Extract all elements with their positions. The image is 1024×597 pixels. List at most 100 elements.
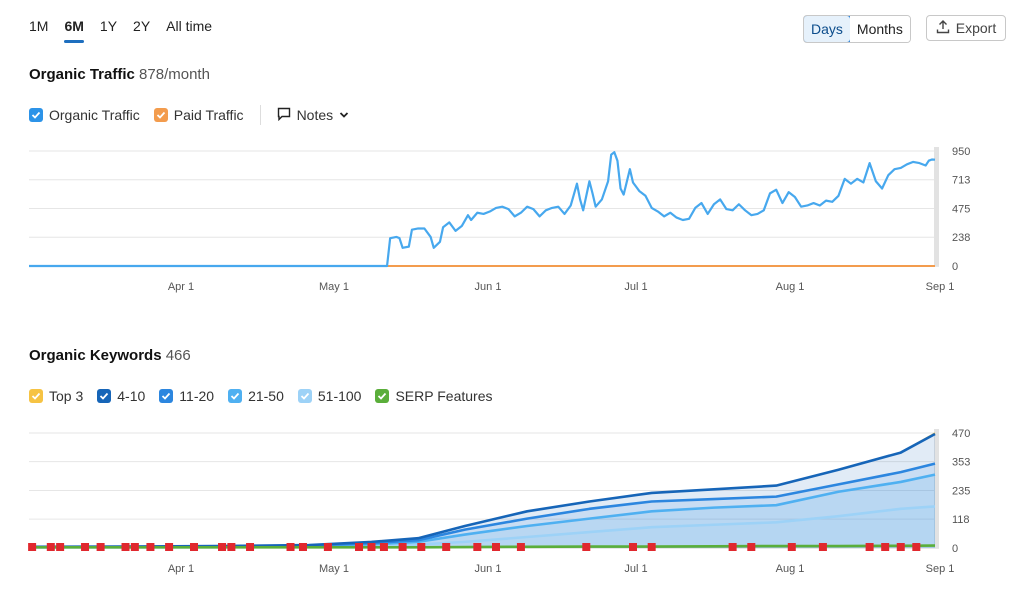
checkbox-icon <box>159 389 174 403</box>
note-flag-icon <box>96 543 105 551</box>
organic-keywords-chart: 0 118 235 353 470 Apr 1 May 1 Jun 1 Jul 1 Aug 1 Se… <box>28 428 970 575</box>
tab-6m[interactable]: 6M <box>64 18 85 43</box>
keywords-legend: Top 3 4-10 11-20 21-50 51-100 SERP Featu… <box>29 388 506 404</box>
note-flag-icon <box>417 543 426 551</box>
x-tick-label: Jun 1 <box>475 563 502 575</box>
tab-1m[interactable]: 1M <box>29 18 49 34</box>
y-tick-label: 353 <box>952 457 970 469</box>
checkbox-icon <box>29 108 43 122</box>
note-flag-icon <box>227 543 236 551</box>
organic-traffic-value: 878/month <box>139 66 210 83</box>
organic-traffic-line <box>29 151 936 268</box>
area-11-20 <box>29 463 935 548</box>
organic-keywords-title: Organic Keywords 466 <box>29 347 191 364</box>
time-range-tabs: 1M 6M 1Y 2Y All time <box>29 18 228 43</box>
note-flag-icon <box>56 543 65 551</box>
chevron-down-icon <box>339 107 349 123</box>
note-flag-icon <box>516 543 525 551</box>
area-21-50 <box>29 474 935 548</box>
x-tick-label: May 1 <box>319 281 349 293</box>
note-flag-icon <box>367 543 376 551</box>
chart-end-bar <box>934 147 939 266</box>
y-tick-label: 713 <box>952 175 970 187</box>
note-flag-icon <box>146 543 155 551</box>
note-flag-icon <box>46 543 55 551</box>
note-flag-icon <box>246 543 255 551</box>
note-flag-icon <box>121 543 130 551</box>
export-label: Export <box>955 20 997 36</box>
notes-dropdown[interactable]: Notes <box>277 107 350 124</box>
x-tick-label: Apr 1 <box>168 281 194 293</box>
checkbox-icon <box>228 389 243 403</box>
note-flag-icon <box>130 543 139 551</box>
note-flag-icon <box>286 543 295 551</box>
x-tick-label: Jul 1 <box>624 281 647 293</box>
note-flag-icon <box>165 543 174 551</box>
legend-21-50[interactable]: 21-50 <box>228 388 284 404</box>
note-flag-icon <box>492 543 501 551</box>
y-tick-label: 238 <box>952 232 970 244</box>
checkbox-icon <box>297 389 312 403</box>
note-flag-icon <box>442 543 451 551</box>
tab-2y[interactable]: 2Y <box>133 18 151 34</box>
days-button[interactable]: Days <box>803 16 851 42</box>
legend-11-20[interactable]: 11-20 <box>159 388 214 404</box>
export-button[interactable]: Export <box>926 15 1006 41</box>
checkbox-icon <box>375 389 390 403</box>
legend-serp-features[interactable]: SERP Features <box>375 388 492 404</box>
legend-top-3[interactable]: Top 3 <box>29 388 83 404</box>
organic-traffic-title: Organic Traffic 878/month <box>29 66 210 83</box>
note-flag-icon <box>881 543 890 551</box>
organic-keywords-value: 466 <box>165 347 191 364</box>
checkbox-icon <box>29 389 43 403</box>
legend-organic-traffic[interactable]: Organic Traffic <box>29 107 140 123</box>
y-tick-label: 950 <box>952 146 970 158</box>
x-tick-label: Apr 1 <box>168 563 194 575</box>
legend-51-100[interactable]: 51-100 <box>297 388 361 404</box>
area-4-10 <box>29 433 935 548</box>
note-flag-icon <box>647 543 656 551</box>
note-flag-icon <box>728 543 737 551</box>
note-flag-icon <box>473 543 482 551</box>
note-flag-icon <box>28 543 37 551</box>
comment-icon <box>277 107 291 124</box>
note-flag-icon <box>298 543 307 551</box>
traffic-legend: Organic Traffic Paid Traffic Notes <box>29 105 349 125</box>
note-flag-icon <box>190 543 199 551</box>
y-tick-label: 475 <box>952 204 970 216</box>
note-flag-icon <box>896 543 905 551</box>
tab-1y[interactable]: 1Y <box>99 18 118 34</box>
note-flag-icon <box>379 543 388 551</box>
checkbox-icon <box>153 108 168 122</box>
x-tick-label: Jul 1 <box>624 563 647 575</box>
months-button[interactable]: Months <box>849 16 910 42</box>
checkbox-icon <box>97 389 112 403</box>
note-flag-icon <box>818 543 827 551</box>
upload-icon <box>936 19 950 37</box>
x-tick-label: Aug 1 <box>776 281 805 293</box>
x-tick-label: Sep 1 <box>926 281 955 293</box>
y-tick-label: 0 <box>952 543 958 555</box>
note-flag-icon <box>865 543 874 551</box>
x-tick-label: Aug 1 <box>776 563 805 575</box>
note-flag-icon <box>747 543 756 551</box>
granularity-toggle: Days Months <box>803 15 911 43</box>
note-flag-icon <box>323 543 332 551</box>
tab-all-time[interactable]: All time <box>166 18 213 34</box>
y-tick-label: 118 <box>952 514 970 526</box>
chart-end-bar <box>934 429 939 548</box>
x-tick-label: Sep 1 <box>926 563 955 575</box>
note-flag-icon <box>218 543 227 551</box>
y-tick-label: 470 <box>952 428 970 440</box>
y-tick-label: 235 <box>952 486 970 498</box>
organic-traffic-chart: 0 238 475 713 950 Apr 1 May 1 Jun 1 Jul 1 Aug 1 Se… <box>29 146 970 293</box>
area-51-100 <box>29 506 935 548</box>
x-tick-label: Jun 1 <box>475 281 502 293</box>
note-flag-icon <box>355 543 364 551</box>
legend-4-10[interactable]: 4-10 <box>97 388 145 404</box>
note-flag-icon <box>787 543 796 551</box>
legend-paid-traffic[interactable]: Paid Traffic <box>153 107 244 123</box>
note-flag-icon <box>629 543 637 551</box>
note-flag-icon <box>582 543 591 551</box>
x-tick-label: May 1 <box>319 563 349 575</box>
